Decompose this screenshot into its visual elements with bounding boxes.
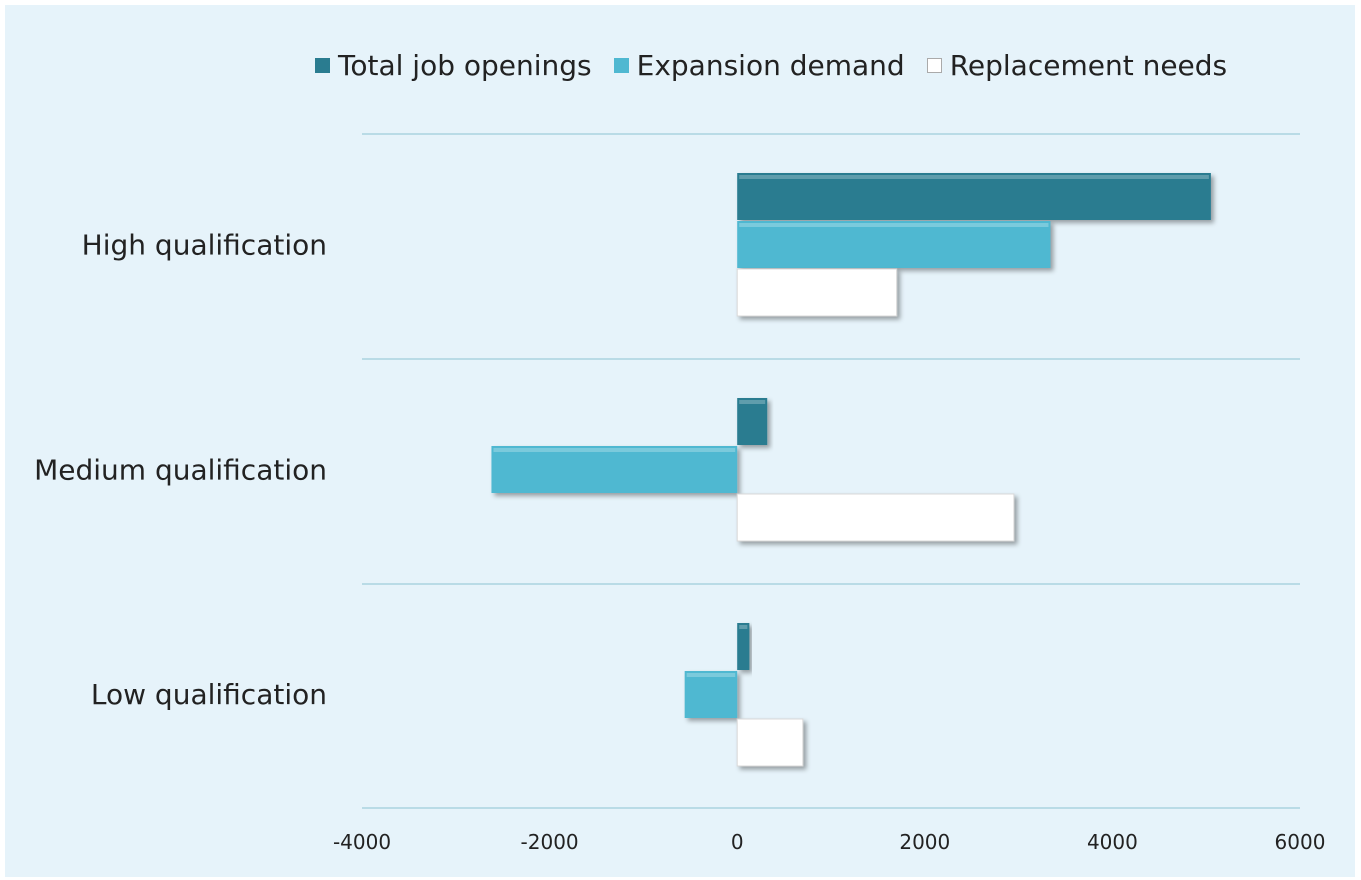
chart-area: Total job openings Expansion demand Replac…	[5, 5, 1355, 877]
legend-item: Replacement needs	[926, 48, 1228, 82]
bar	[737, 173, 1211, 220]
category-label: High qualification	[82, 229, 327, 262]
bar	[736, 718, 804, 767]
legend-label: Replacement needs	[949, 48, 1228, 82]
category-label: Low qualification	[91, 678, 327, 711]
legend-item: Expansion demand	[613, 48, 905, 82]
legend-label: Expansion demand	[636, 48, 905, 82]
bar	[684, 671, 738, 718]
x-tick-label: 6000	[1275, 830, 1326, 854]
legend: Total job openings Expansion demand Replac…	[315, 45, 1227, 85]
bar	[737, 221, 1051, 268]
bar	[491, 446, 738, 493]
x-tick-label: 0	[731, 830, 744, 854]
category-label: Medium qualification	[34, 454, 327, 487]
plot-area: High qualification Medium qualification Lo…	[34, 133, 1326, 854]
legend-item: Total job openings	[315, 49, 592, 82]
legend-swatch	[926, 57, 942, 73]
x-tick-label: -4000	[333, 830, 391, 854]
legend-label: Total job openings	[338, 48, 592, 82]
x-tick-label: -2000	[521, 830, 579, 854]
x-tick-label: 2000	[899, 830, 950, 854]
bar	[736, 268, 898, 317]
x-tick-label: 4000	[1087, 830, 1138, 854]
bar	[736, 493, 1015, 542]
bar	[737, 623, 750, 670]
legend-swatch	[613, 57, 629, 73]
bar	[737, 398, 768, 445]
legend-swatch	[315, 57, 330, 73]
